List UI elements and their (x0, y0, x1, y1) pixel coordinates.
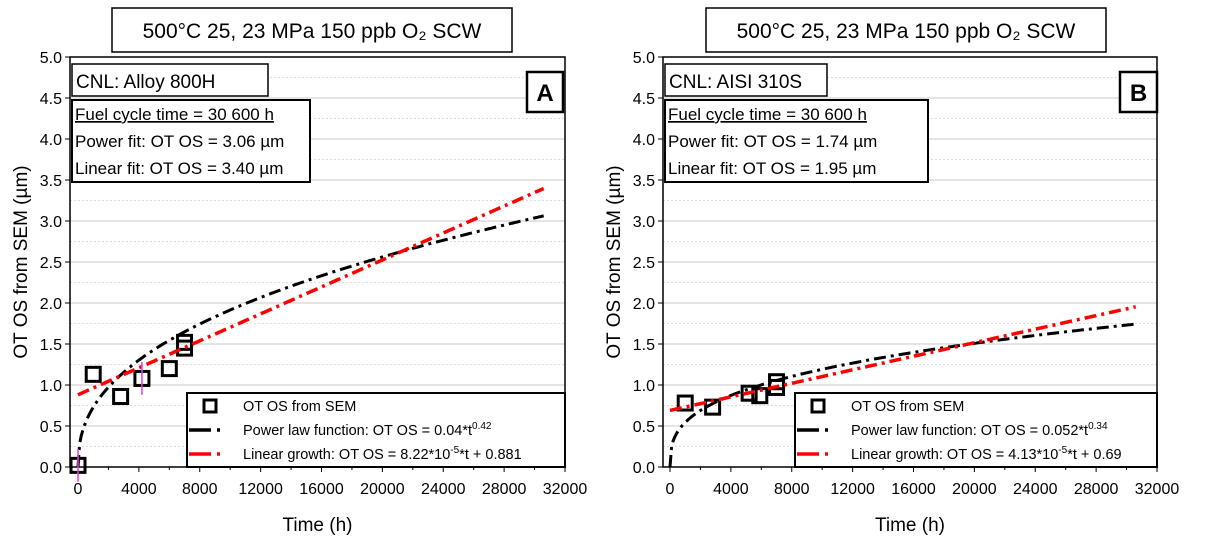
y-tick-label: 0.0 (633, 460, 655, 477)
x-tick-label: 20000 (360, 481, 405, 498)
panel-label: A (536, 80, 553, 107)
y-tick-label: 5.0 (633, 50, 655, 67)
title-box (111, 7, 513, 53)
x-tick-label: 16000 (299, 481, 344, 498)
data-point-marker (84, 365, 102, 383)
x-tick-label: 4000 (121, 481, 157, 498)
linear-fit-line (669, 305, 1137, 413)
legend-entry: Power law function: OT OS = 0.04*t0.42 (243, 421, 492, 439)
data-point-marker (176, 333, 194, 351)
x-tick-label: 28000 (1074, 481, 1119, 498)
y-axis-label: OT OS from SEM (µm) (11, 165, 32, 358)
y-tick-label: 3.5 (40, 173, 62, 190)
x-tick-label: 24000 (421, 481, 466, 498)
linear-fit-line (77, 186, 545, 397)
chart-title: 500°C 25, 23 MPa 150 ppb O₂ SCW (737, 20, 1076, 43)
legend-marker-icon (810, 398, 826, 414)
y-axis-label: OT OS from SEM (µm) (604, 165, 625, 358)
info-line: Power fit: OT OS = 1.74 µm (668, 132, 877, 151)
chart-panel-b: 0.0 0.5 1.0 1.5 2.0 2.5 3.0 3.5 4.0 4.5 5.0 0 4000 80… (604, 7, 1180, 536)
material-box (664, 63, 828, 97)
material-label: CNL: AISI 310S (669, 72, 802, 93)
x-tick-label: 32000 (1135, 481, 1180, 498)
x-tick-label: 28000 (482, 481, 527, 498)
info-box (71, 99, 311, 183)
y-tick-label: 1.5 (40, 337, 62, 354)
x-tick-label: 8000 (182, 481, 218, 498)
y-tick-label: 3.0 (633, 214, 655, 231)
info-box (664, 99, 929, 183)
x-tick-label: 12000 (238, 481, 283, 498)
y-tick-label: 2.0 (40, 296, 62, 313)
x-axis-label: Time (h) (282, 515, 352, 536)
legend-entry: Linear growth: OT OS = 8.22*10-5*t + 0.8… (243, 445, 522, 463)
info-line: Linear fit: OT OS = 1.95 µm (668, 159, 876, 178)
legend-marker-icon (202, 398, 218, 414)
y-tick-label: 4.0 (40, 132, 62, 149)
panel-label-box (1118, 70, 1159, 114)
info-line: Fuel cycle time = 30 600 h (75, 105, 274, 124)
panel-label-box (525, 70, 565, 114)
legend-entry: OT OS from SEM (243, 399, 356, 415)
x-axis-label: Time (h) (875, 515, 945, 536)
x-tick-label: 32000 (543, 481, 588, 498)
chart-panel-a: 0.0 0.5 1.0 1.5 2.0 2.5 3.0 3.5 4.0 4.5 5.0 0 4000 80… (11, 7, 588, 536)
chart-title: 500°C 25, 23 MPa 150 ppb O₂ SCW (143, 20, 482, 43)
material-label: CNL: Alloy 800H (76, 72, 215, 93)
y-tick-label: 2.5 (40, 255, 62, 272)
y-tick-label: 1.0 (633, 378, 655, 395)
power-law-fit-line (668, 322, 1136, 468)
x-tick-label: 0 (74, 481, 83, 498)
y-tick-label: 4.0 (633, 132, 655, 149)
title-box (705, 7, 1107, 53)
data-point-marker (160, 360, 178, 378)
y-tick-label: 1.0 (40, 378, 62, 395)
x-tick-label: 12000 (830, 481, 875, 498)
y-tick-label: 0.5 (633, 419, 655, 436)
y-tick-label: 0.0 (40, 460, 62, 477)
legend-entry: Linear growth: OT OS = 4.13*10-5*t + 0.6… (851, 445, 1122, 463)
y-tick-label: 4.5 (40, 91, 62, 108)
y-tick-label: 1.5 (633, 337, 655, 354)
info-line: Fuel cycle time = 30 600 h (668, 105, 867, 124)
x-tick-label: 24000 (1013, 481, 1058, 498)
y-tick-label: 0.5 (40, 419, 62, 436)
power-law-fit-line (76, 214, 544, 468)
legend-entry: Power law function: OT OS = 0.052*t0.34 (851, 421, 1108, 439)
y-tick-label: 3.5 (633, 173, 655, 190)
x-tick-label: 0 (666, 481, 675, 498)
legend-box (186, 392, 566, 468)
material-box (71, 63, 269, 97)
x-tick-label: 4000 (713, 481, 749, 498)
legend-box (794, 392, 1158, 468)
info-line: Power fit: OT OS = 3.06 µm (75, 132, 284, 151)
data-point-marker (740, 384, 758, 402)
panel-label: B (1130, 80, 1147, 107)
y-tick-label: 2.0 (633, 296, 655, 313)
y-tick-label: 3.0 (40, 214, 62, 231)
x-tick-label: 16000 (891, 481, 936, 498)
legend-entry: OT OS from SEM (851, 399, 964, 415)
y-tick-label: 2.5 (633, 255, 655, 272)
x-tick-label: 8000 (774, 481, 810, 498)
info-line: Linear fit: OT OS = 3.40 µm (75, 159, 283, 178)
data-point-marker (112, 387, 130, 405)
x-tick-label: 20000 (952, 481, 997, 498)
y-tick-label: 5.0 (40, 50, 62, 67)
y-tick-label: 4.5 (633, 91, 655, 108)
data-point-marker (676, 394, 694, 412)
